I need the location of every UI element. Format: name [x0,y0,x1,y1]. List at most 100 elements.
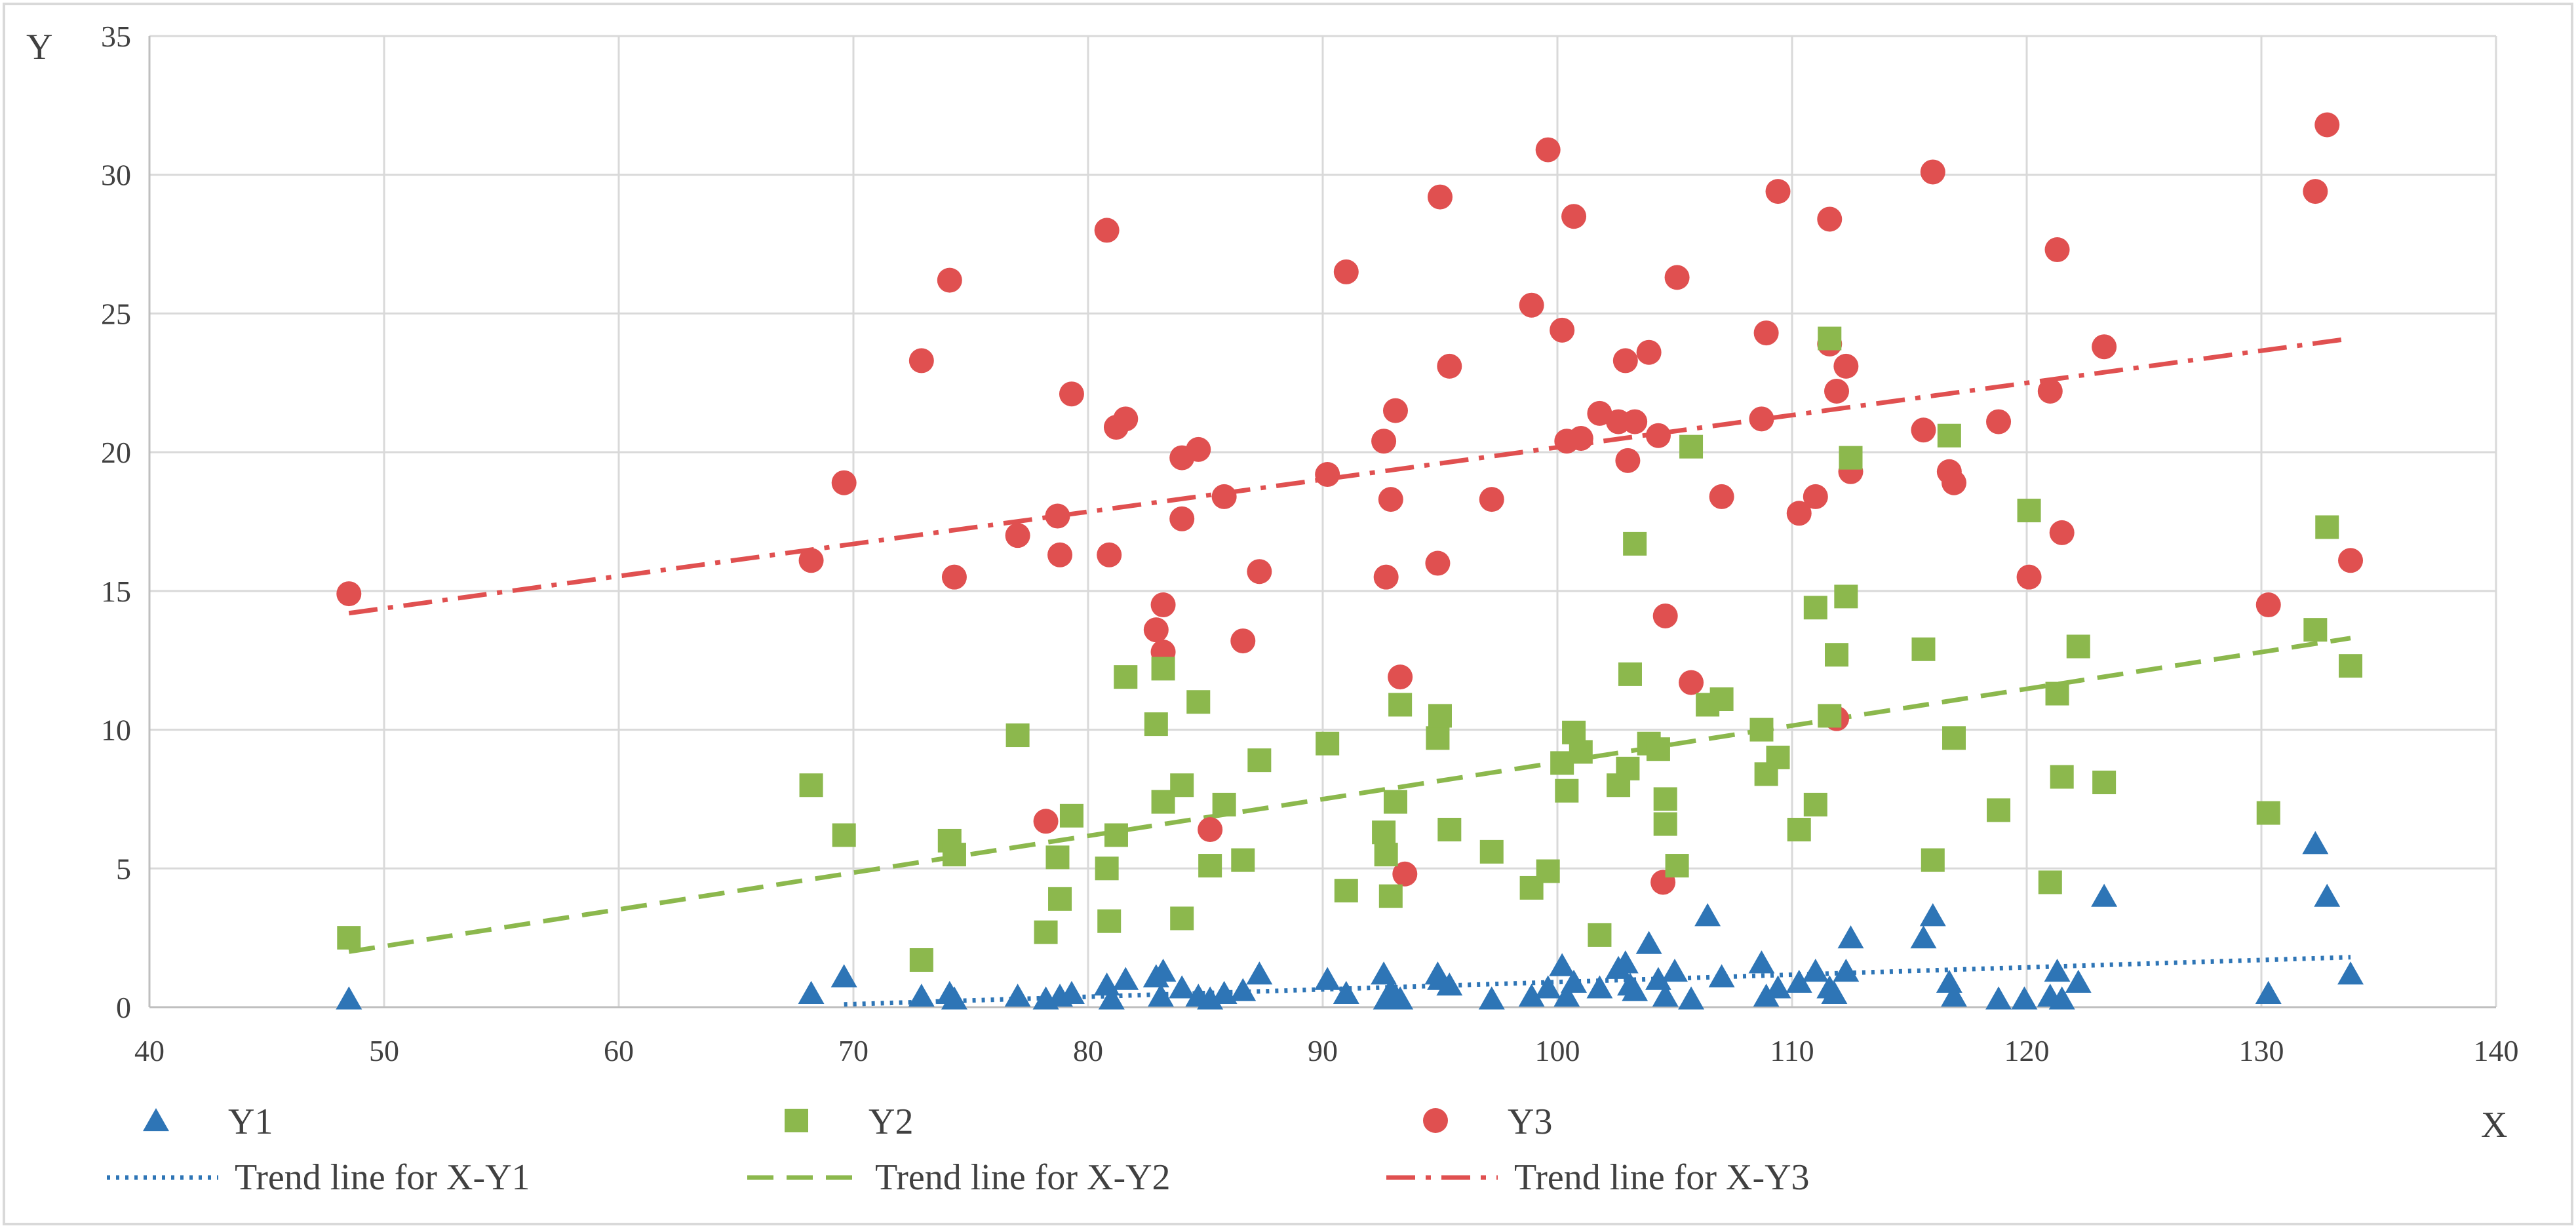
point-y3 [1535,137,1561,163]
point-y2 [1536,859,1560,883]
point-y2 [2315,515,2339,539]
point-y2 [1114,665,1138,689]
point-y3 [1425,550,1451,576]
point-y3 [1094,218,1120,243]
point-y2 [1334,879,1358,903]
point-y1 [1910,925,1937,949]
point-y1 [1246,961,1273,985]
point-y1 [1169,975,1196,999]
trend-line-y3 [348,336,2351,616]
point-y3 [1817,206,1843,232]
point-y1 [1478,986,1505,1010]
point-y2 [1921,848,1945,872]
point-y2 [2066,634,2090,659]
point-y2 [1316,731,1340,756]
point-y2 [2092,771,2117,795]
point-y3 [1247,559,1272,585]
legend-trend-label-y1: Trend line for X-Y1 [235,1157,530,1198]
point-y1 [1211,980,1238,1004]
point-y2 [1097,909,1122,933]
point-y3 [1143,617,1169,643]
point-y2 [1749,718,1774,742]
point-y1 [1561,969,1588,993]
point-y3 [2016,564,2042,590]
point-y3 [2314,112,2340,138]
point-y1 [1333,980,1359,1004]
legend-trend-label-y2: Trend line for X-Y2 [875,1157,1171,1198]
point-y1 [1553,984,1580,1007]
point-y1 [1694,903,1721,927]
point-y1 [1837,925,1864,949]
y-tick-label: 25 [101,297,131,330]
point-y3 [2092,334,2117,360]
grid [149,35,2497,1007]
point-y1 [1314,967,1341,990]
point-y3 [1230,628,1256,654]
point-y2 [832,823,856,847]
point-y2 [2038,870,2062,894]
point-y3 [1612,348,1638,374]
point-y2 [1034,920,1058,944]
point-y3 [1005,523,1030,548]
point-y3 [1428,184,1453,210]
point-y2 [942,843,966,867]
legend-marker-y2 [785,1109,808,1132]
point-y3 [1709,484,1734,509]
y-tick-label: 15 [101,575,131,608]
point-y3 [1113,406,1139,432]
point-y1 [1549,953,1576,976]
point-y3 [1186,436,1211,462]
point-y3 [1382,398,1408,423]
point-y3 [1315,462,1340,488]
point-y3 [831,470,857,495]
y-tick-label: 30 [101,159,131,192]
point-y2 [1623,531,1647,556]
point-y1 [1586,975,1613,999]
point-y3 [1198,817,1223,843]
point-y2 [1665,854,1689,878]
point-y1 [1148,984,1174,1007]
point-y2 [1247,748,1272,773]
point-y1 [1753,984,1780,1007]
point-y1 [336,986,362,1010]
point-y3 [1371,429,1397,454]
point-y1 [1635,931,1662,954]
data-points [336,112,2364,1010]
point-y2 [1231,848,1255,872]
point-y2 [1803,596,1827,620]
point-y1 [798,980,825,1004]
point-y2 [909,948,933,972]
point-y2 [1618,662,1642,686]
point-y2 [1170,773,1194,797]
point-y3 [1803,484,1828,509]
x-tick-label: 120 [2004,1034,2050,1067]
point-y3 [1652,603,1678,628]
point-y1 [1112,967,1139,990]
point-y1 [1765,975,1791,999]
legend-label-y1: Y1 [228,1102,273,1142]
legend-label-y2: Y2 [868,1102,913,1142]
point-y3 [798,548,824,573]
point-y3 [1479,487,1504,512]
point-y3 [1519,292,1544,318]
x-tick-label: 110 [1770,1034,1814,1067]
x-tick-label: 80 [1073,1034,1103,1067]
point-y1 [2048,986,2075,1010]
point-y2 [1653,812,1677,836]
point-y2 [1818,704,1842,728]
point-y2 [2339,654,2363,678]
y-axis-label: Y [26,27,52,67]
y-tick-label: 0 [116,991,131,1024]
point-y3 [1373,564,1399,590]
point-y1 [1708,964,1735,988]
point-y3 [1636,339,1662,365]
point-y3 [1568,425,1593,451]
point-y1 [1098,986,1125,1010]
point-y3 [1059,381,1084,407]
point-y3 [1392,861,1418,887]
point-y1 [1985,986,2012,1010]
x-tick-label: 50 [369,1034,399,1067]
point-y3 [1333,259,1359,284]
point-y2 [1059,803,1083,828]
point-y2 [337,926,361,950]
